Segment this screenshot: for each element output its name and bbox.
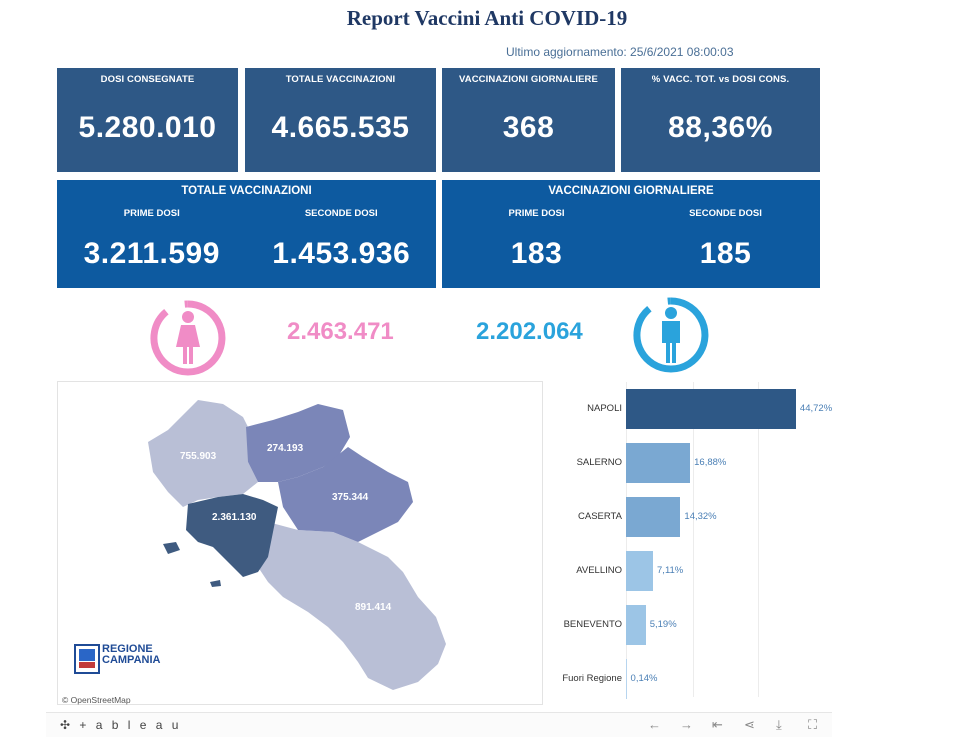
map-canvas	[148, 400, 446, 690]
panel-vaccinazioni-giornaliere: VACCINAZIONI GIORNALIERE PRIME DOSI 183 …	[442, 180, 820, 288]
bar-value-label: 16,88%	[694, 457, 727, 468]
bar[interactable]	[626, 497, 681, 537]
revert-icon[interactable]: ⇤	[712, 717, 723, 732]
map-label-benevento: 274.193	[267, 443, 304, 454]
seconde-dosi-value: 1.453.936	[272, 237, 411, 270]
bar-value-label: 44,72%	[799, 403, 833, 414]
panel-totale-vaccinazioni: TOTALE VACCINAZIONI PRIME DOSI 3.211.599…	[57, 180, 436, 288]
map-label-napoli: 2.361.130	[212, 512, 257, 523]
seconde-dosi-column: SECONDE DOSI 1.453.936	[247, 208, 437, 271]
osm-attribution[interactable]: © OpenStreetMap	[62, 695, 131, 705]
kpi-value: 5.280.010	[78, 111, 217, 144]
prime-dosi-column: PRIME DOSI 183	[442, 208, 631, 271]
seconde-dosi-label: SECONDE DOSI	[304, 208, 378, 219]
share-icon[interactable]: ⋖	[744, 717, 755, 732]
panel-title: TOTALE VACCINAZIONI	[181, 185, 312, 197]
province-benevento	[246, 404, 350, 482]
tableau-logo-icon: ✣	[60, 718, 74, 732]
province-bar-chart: NAPOLI 44,72% SALERNO 16,88% CASERTA 14,32% AV…	[555, 382, 832, 702]
male-icon	[633, 297, 709, 373]
tableau-logo[interactable]: ✣ + a b l e a u	[60, 718, 181, 732]
redo-icon[interactable]: →	[680, 717, 693, 732]
bar-value-label: 5,19%	[649, 619, 677, 630]
gridline	[626, 382, 627, 697]
bar[interactable]	[626, 659, 627, 699]
undo-icon[interactable]: ←	[648, 717, 661, 732]
kpi-value: 368	[502, 111, 555, 144]
fullscreen-icon[interactable]: ⛶	[808, 717, 818, 732]
province-avellino	[278, 447, 413, 542]
page-title: Report Vaccini Anti COVID-19	[346, 6, 628, 30]
bar-value-label: 7,11%	[657, 565, 684, 576]
kpi-label: TOTALE VACCINAZIONI	[285, 74, 396, 85]
bar-value-label: 14,32%	[684, 511, 717, 522]
kpi-dosi-consegnate: DOSI CONSEGNATE 5.280.010	[57, 68, 238, 172]
bar-value-label: 0,14%	[630, 673, 658, 684]
bar[interactable]	[626, 551, 654, 591]
male-count: 2.202.064	[476, 318, 583, 345]
prime-dosi-label: PRIME DOSI	[123, 208, 180, 219]
bar-category-label: Fuori Regione	[562, 673, 622, 684]
regione-campania-logo	[74, 644, 100, 674]
bar-category-label: SALERNO	[576, 457, 622, 468]
province-caserta	[148, 400, 258, 507]
seconde-dosi-label: SECONDE DOSI	[689, 208, 762, 219]
bar[interactable]	[626, 443, 691, 483]
gridline	[758, 382, 759, 697]
kpi-label: VACCINAZIONI GIORNALIERE	[459, 74, 598, 85]
kpi-percentuale: % VACC. TOT. vs DOSI CONS. 88,36%	[621, 68, 820, 172]
map-label-caserta: 755.903	[180, 451, 217, 462]
bar[interactable]	[626, 605, 646, 645]
campania-map[interactable]: 755.903 274.193 375.344 2.361.130 891.41…	[57, 381, 543, 705]
logo-line-1: REGIONE	[102, 643, 153, 655]
prime-dosi-label: PRIME DOSI	[508, 208, 565, 219]
province-napoli	[186, 494, 278, 577]
gridline	[693, 382, 694, 697]
prime-dosi-column: PRIME DOSI 3.211.599	[57, 208, 247, 271]
female-icon	[150, 300, 226, 376]
map-label-salerno: 891.414	[355, 602, 392, 613]
logo-text: REGIONE CAMPANIA	[102, 644, 160, 666]
last-update-text: Ultimo aggiornamento: 25/6/2021 08:00:03	[506, 45, 734, 59]
kpi-value: 88,36%	[668, 111, 773, 144]
tableau-brand: + a b l e a u	[79, 718, 182, 732]
bar-category-label: CASERTA	[578, 511, 622, 522]
female-count: 2.463.471	[287, 318, 394, 345]
map-label-avellino: 375.344	[332, 492, 369, 503]
kpi-label: DOSI CONSEGNATE	[100, 74, 195, 85]
logo-line-2: CAMPANIA	[102, 654, 161, 666]
download-icon[interactable]: ⤓	[776, 717, 782, 732]
seconde-dosi-column: SECONDE DOSI 185	[631, 208, 820, 271]
panel-title: VACCINAZIONI GIORNALIERE	[548, 185, 714, 197]
kpi-value: 4.665.535	[271, 111, 410, 144]
bar-category-label: NAPOLI	[587, 403, 622, 414]
prime-dosi-value: 3.211.599	[83, 237, 220, 270]
bar-category-label: BENEVENTO	[563, 619, 622, 630]
bar-category-label: AVELLINO	[576, 565, 622, 576]
kpi-label: % VACC. TOT. vs DOSI CONS.	[651, 74, 790, 85]
tableau-toolbar: ✣ + a b l e a u ← → ⇤ ⋖ ⤓ ⛶	[46, 712, 832, 737]
island-capri	[210, 580, 221, 587]
bar[interactable]	[626, 389, 796, 429]
island-ischia	[163, 542, 180, 554]
prime-dosi-value: 183	[510, 237, 563, 270]
seconde-dosi-value: 185	[699, 237, 752, 270]
province-salerno	[258, 522, 446, 690]
kpi-totale-vaccinazioni: TOTALE VACCINAZIONI 4.665.535	[245, 68, 436, 172]
kpi-vaccinazioni-giornaliere: VACCINAZIONI GIORNALIERE 368	[442, 68, 615, 172]
